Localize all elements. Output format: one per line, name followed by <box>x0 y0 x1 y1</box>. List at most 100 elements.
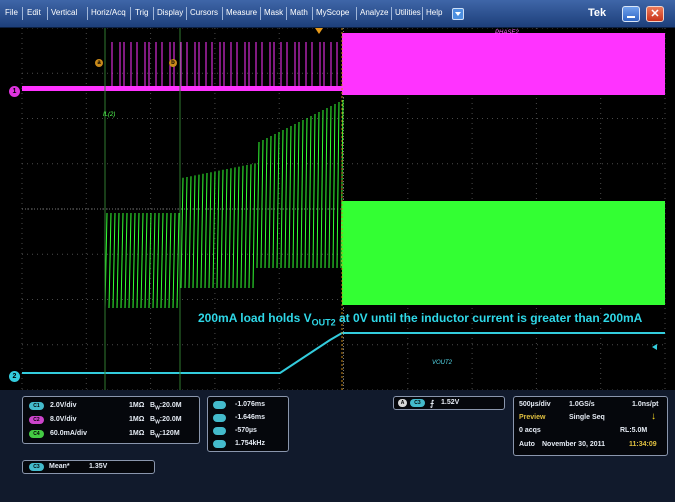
trigger-level: 1.52V <box>441 399 460 406</box>
vout-trace <box>22 332 665 374</box>
waveform-canvas <box>21 28 666 390</box>
trigger-level-icon[interactable] <box>652 344 657 350</box>
menu-separator <box>153 7 154 20</box>
ch3-ground-marker[interactable]: 2 <box>9 371 20 382</box>
cursor-readout-box[interactable]: -1.076ms -1.646ms -570µs 1.754kHz <box>207 396 289 452</box>
cursor-a-marker[interactable]: a <box>95 59 103 67</box>
menu-trig[interactable]: Trig <box>135 8 149 17</box>
timebase: 500µs/div <box>519 401 551 408</box>
channel-bw: BW:20.0M <box>150 416 182 426</box>
menu-horiz-acq[interactable]: Horiz/Acq <box>91 8 126 17</box>
ch3-vout-trace <box>22 332 665 374</box>
phase-idle-band <box>112 86 342 91</box>
cursor-b-badge <box>213 414 226 422</box>
cursor-freq-badge <box>213 440 226 448</box>
menu-utilities[interactable]: Utilities <box>395 8 421 17</box>
menu-analyze[interactable]: Analyze <box>360 8 389 17</box>
menu-separator <box>47 7 48 20</box>
ch2-inductor-current-trace <box>22 99 665 374</box>
acq-auto: Auto <box>519 441 535 448</box>
il-ramp <box>104 99 344 309</box>
channel-coupling: 1MΩ <box>129 402 145 409</box>
phase-idle-band <box>22 86 112 91</box>
channel-readout-box[interactable]: C1 2.0V/div 1MΩ BW:20.0M C2 8.0V/div 1MΩ… <box>22 396 200 444</box>
channel-scale: 2.0V/div <box>50 402 77 409</box>
trigger-channel-badge: C3 <box>410 399 425 407</box>
channel-coupling: 1MΩ <box>129 430 145 437</box>
measurement-value: 1.35V <box>89 463 108 470</box>
channel-badge: C1 <box>29 402 44 410</box>
acq-time: 11:34:09 <box>629 441 657 448</box>
close-icon[interactable]: ✕ <box>646 6 664 22</box>
channel-row[interactable]: C1 2.0V/div 1MΩ BW:20.0M <box>23 400 201 412</box>
cursor-value: 1.754kHz <box>235 440 265 447</box>
cursor-a-badge <box>213 401 226 409</box>
menu-separator <box>87 7 88 20</box>
menu-math[interactable]: Math <box>290 8 308 17</box>
il-label: IL(2) <box>103 112 116 118</box>
phase-label: PHASE2 <box>495 30 519 36</box>
channel-badge: C4 <box>29 430 44 438</box>
brand-logo: Tek <box>588 7 607 19</box>
single-seq-icon: ↓ <box>651 411 656 422</box>
ch1-ground-marker[interactable]: 1 <box>9 86 20 97</box>
menu-separator <box>186 7 187 20</box>
menu-separator <box>422 7 423 20</box>
il-steady-band <box>342 201 665 305</box>
ch1-phase-trace <box>22 33 665 95</box>
acquisition-readout-box[interactable]: 500µs/div 1.0GS/s 1.0ns/pt Preview Singl… <box>513 396 668 456</box>
annotation-suffix: at 0V until the inductor current is grea… <box>335 311 643 325</box>
acq-mode: Preview <box>519 414 546 421</box>
cursor-b-marker[interactable]: b <box>169 59 177 67</box>
trigger-readout-box[interactable]: A C3 ⨍ 1.52V <box>393 396 505 410</box>
measurement-badge: C3 <box>29 463 44 471</box>
measurement-readout-box[interactable]: C3 Mean* 1.35V <box>22 460 155 474</box>
annotation-text: 200mA load holds VOUT2 at 0V until the i… <box>198 311 642 327</box>
menu-separator <box>312 7 313 20</box>
channel-row[interactable]: C4 60.0mA/div 1MΩ BW:120M <box>23 428 201 440</box>
trigger-position-icon[interactable] <box>315 28 323 34</box>
menu-separator <box>130 7 131 20</box>
vout-label: VOUT2 <box>432 360 453 366</box>
channel-coupling: 1MΩ <box>129 416 145 423</box>
resolution: 1.0ns/pt <box>632 401 659 408</box>
cursor-value: -570µs <box>235 427 257 434</box>
menu-measure[interactable]: Measure <box>226 8 258 17</box>
cursor-delta-badge <box>213 427 226 435</box>
cursor-value: -1.646ms <box>235 414 265 421</box>
menu-separator <box>260 7 261 20</box>
menu-file[interactable]: File <box>5 8 18 17</box>
annotation-prefix: 200mA load holds V <box>198 311 312 325</box>
cursor-lines <box>104 28 343 390</box>
acq-sequence: Single Seq <box>569 414 605 421</box>
channel-row[interactable]: C2 8.0V/div 1MΩ BW:20.0M <box>23 414 201 426</box>
channel-scale: 60.0mA/div <box>50 430 87 437</box>
minimize-icon[interactable] <box>622 6 640 22</box>
cursor-value: -1.076ms <box>235 401 265 408</box>
channel-badge: C2 <box>29 416 44 424</box>
trigger-slope-icon: ⨍ <box>430 399 435 408</box>
menu-help[interactable]: Help <box>426 8 443 17</box>
acq-date: November 30, 2011 <box>542 441 606 448</box>
menu-mask[interactable]: Mask <box>264 8 284 17</box>
channel-bw: BW:120M <box>150 430 180 440</box>
measurement-label: Mean* <box>49 463 70 470</box>
channel-scale: 8.0V/div <box>50 416 77 423</box>
menu-separator <box>286 7 287 20</box>
annotation-subscript: OUT2 <box>311 317 336 328</box>
trigger-source-badge: A <box>398 399 407 407</box>
menu-separator <box>222 7 223 20</box>
menu-dropdown-icon[interactable] <box>452 8 464 20</box>
menu-separator <box>356 7 357 20</box>
waveform-display[interactable]: PHASE2 IL(2) VOUT2 a b 1 2 200mA load ho… <box>0 28 675 390</box>
menu-vertical[interactable]: Vertical <box>51 8 78 17</box>
menu-edit[interactable]: Edit <box>27 8 41 17</box>
status-panel: C1 2.0V/div 1MΩ BW:20.0M C2 8.0V/div 1MΩ… <box>0 390 675 502</box>
menu-cursors[interactable]: Cursors <box>190 8 219 17</box>
sample-rate: 1.0GS/s <box>569 401 595 408</box>
channel-bw: BW:20.0M <box>150 402 182 412</box>
menu-myscope[interactable]: MyScope <box>316 8 350 17</box>
menu-display[interactable]: Display <box>157 8 184 17</box>
menu-separator <box>22 7 23 20</box>
